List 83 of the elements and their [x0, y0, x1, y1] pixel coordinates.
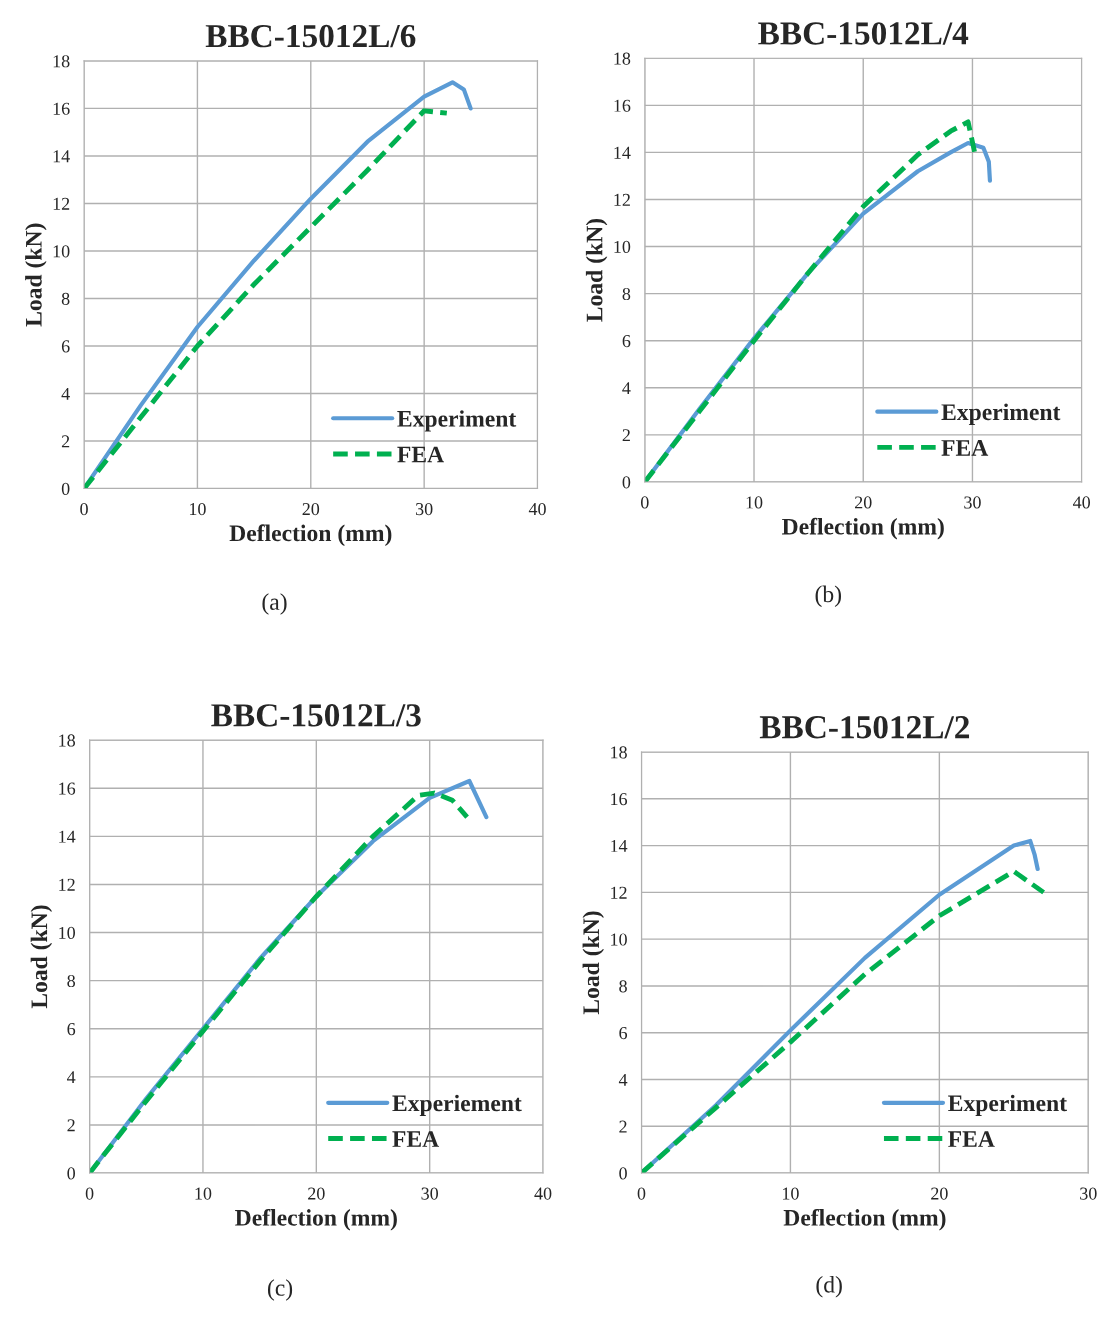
y-tick-label: 14	[53, 150, 70, 163]
legend-label: FEA	[397, 446, 444, 463]
x-tick-label: 10	[195, 1187, 212, 1200]
y-tick-label: 6	[622, 335, 631, 348]
y-tick-label: 6	[619, 1027, 628, 1040]
y-tick-label: 16	[614, 99, 631, 112]
y-tick-label: 0	[619, 1167, 627, 1180]
legend-label: Experiment	[397, 410, 517, 432]
y-tick-label: 18	[614, 52, 631, 65]
x-tick-label: 0	[85, 1187, 94, 1200]
y-tick-label: 8	[67, 974, 76, 988]
y-tick-label: 10	[53, 245, 70, 258]
y-tick-label: 2	[61, 435, 70, 448]
y-tick-label: 8	[622, 287, 631, 301]
legend-label: Experiment	[948, 1094, 1067, 1117]
y-tick-label: 6	[67, 1023, 76, 1036]
x-tick-label: 30	[415, 502, 433, 516]
y-tick-label: 2	[67, 1119, 75, 1132]
x-tick-label: 0	[640, 496, 649, 509]
x-tick-label: 20	[302, 502, 320, 516]
y-tick-label: 12	[53, 197, 70, 210]
chart-title: BBC-15012L/2	[759, 715, 970, 739]
y-tick-label: 12	[611, 886, 627, 899]
text: (a)	[262, 593, 287, 615]
legend-label: Experiement	[392, 1094, 522, 1117]
y-tick-label: 4	[61, 387, 70, 400]
y-tick-label: 14	[611, 839, 628, 852]
x-tick-label: 10	[746, 496, 763, 509]
x-tick-label: 40	[528, 502, 546, 516]
y-tick-label: 14	[59, 830, 76, 843]
x-tick-label: 30	[421, 1187, 439, 1200]
text: (c)	[267, 1279, 293, 1301]
y-tick-label: 10	[59, 926, 76, 939]
legend-label: Experiment	[941, 403, 1061, 425]
y-tick-label: 10	[614, 240, 631, 253]
y-axis-title: Load (kN)	[30, 905, 53, 1009]
y-tick-label: 16	[53, 102, 70, 115]
x-tick-label: 10	[782, 1187, 799, 1200]
y-tick-label: 16	[611, 793, 628, 806]
y-tick-label: 10	[611, 933, 627, 946]
y-tick-label: 0	[61, 482, 70, 495]
y-tick-label: 2	[619, 1120, 627, 1133]
y-tick-label: 6	[61, 340, 70, 353]
x-tick-label: 20	[308, 1187, 325, 1200]
y-tick-label: 4	[618, 1073, 628, 1086]
chart-title: BBC-15012L/6	[205, 24, 416, 48]
y-axis-title: Load (kN)	[582, 911, 604, 1015]
y-tick-label: 12	[59, 878, 75, 891]
y-tick-label: 18	[53, 55, 70, 68]
legend-label: FEA	[948, 1131, 995, 1147]
y-tick-label: 2	[622, 429, 630, 442]
y-tick-label: 12	[614, 193, 630, 206]
x-axis-title: Deflection (mm)	[783, 1208, 946, 1231]
x-tick-label: 40	[534, 1187, 552, 1200]
y-axis-title: Load (kN)	[585, 218, 608, 322]
y-tick-label: 14	[614, 146, 631, 159]
x-tick-label: 40	[1072, 496, 1091, 509]
y-tick-label: 4	[622, 382, 631, 395]
text: (d)	[816, 1276, 842, 1298]
y-axis-title: Load (kN)	[25, 223, 47, 327]
chart-title: BBC-15012L/3	[211, 704, 421, 727]
chart-title: BBC-15012L/4	[758, 22, 969, 45]
legend-label: FEA	[941, 440, 989, 456]
y-tick-label: 16	[59, 782, 76, 795]
x-tick-label: 30	[1080, 1187, 1097, 1200]
x-axis-title: Deflection (mm)	[229, 524, 392, 547]
y-tick-label: 4	[67, 1071, 76, 1084]
y-tick-label: 0	[622, 476, 631, 489]
x-tick-label: 20	[931, 1187, 948, 1200]
x-tick-label: 0	[80, 502, 88, 516]
y-tick-label: 8	[61, 292, 70, 305]
y-tick-label: 18	[611, 746, 627, 759]
x-tick-label: 30	[964, 496, 981, 509]
legend-label: FEA	[392, 1131, 440, 1147]
y-tick-label: 18	[59, 734, 76, 747]
y-tick-label: 0	[67, 1167, 76, 1180]
x-axis-title: Deflection (mm)	[235, 1208, 397, 1231]
x-tick-label: 20	[855, 496, 872, 509]
x-tick-label: 0	[637, 1187, 646, 1200]
text: (b)	[815, 585, 842, 608]
y-tick-label: 8	[619, 980, 627, 993]
x-axis-title: Deflection (mm)	[782, 517, 944, 540]
x-tick-label: 10	[189, 502, 206, 516]
